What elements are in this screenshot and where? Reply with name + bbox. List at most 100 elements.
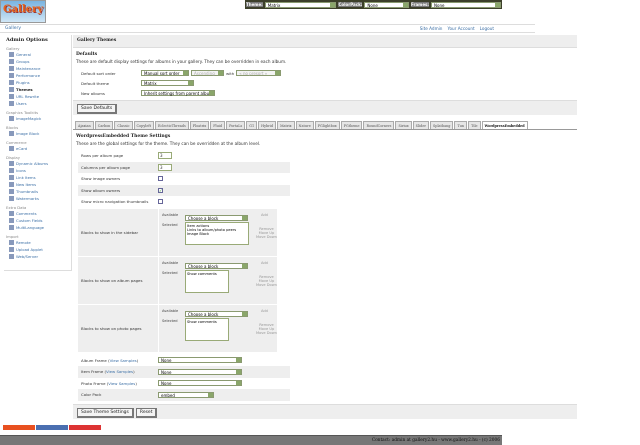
- selected-block-item[interactable]: Show comments: [187, 319, 217, 324]
- theme-switcher-bar: Theme: Matrix ColorPack: None Frames: No…: [245, 0, 502, 9]
- sidebar-item-url-rewrite[interactable]: URL Rewrite: [6, 93, 69, 100]
- breadcrumb[interactable]: Gallery: [0, 24, 535, 33]
- sidebar-available-select[interactable]: Choose a block: [185, 214, 248, 221]
- new-albums-select[interactable]: Inherit settings from parent album: [141, 90, 215, 96]
- move-up-button[interactable]: Move Up: [258, 230, 275, 235]
- sidebar-item-groups[interactable]: Groups: [6, 58, 69, 65]
- remove-block-button[interactable]: Remove: [259, 226, 274, 231]
- tab-hybrid[interactable]: Hybrid: [258, 121, 277, 129]
- tab-siriux[interactable]: Siriux: [395, 121, 412, 129]
- image-owners-checkbox[interactable]: [158, 176, 163, 182]
- selected-block-item[interactable]: Show comments: [187, 271, 217, 276]
- tab-ajaxian[interactable]: Ajaxian: [75, 121, 94, 129]
- sidebar-item-link-items[interactable]: Link Items: [6, 174, 69, 181]
- album-available-select[interactable]: Choose a block: [185, 262, 248, 269]
- frames-select[interactable]: None: [431, 1, 501, 8]
- sidebar-item-performance[interactable]: Performance: [6, 72, 69, 79]
- selected-block-item[interactable]: Image Block: [187, 231, 210, 236]
- item-frame-select[interactable]: None: [158, 368, 242, 375]
- tab-slider[interactable]: Slider: [412, 121, 429, 129]
- view-samples-link[interactable]: View Samples: [105, 369, 134, 375]
- your-account-link[interactable]: Your Account: [447, 26, 475, 31]
- sidebar-item-imagemagick[interactable]: ImageMagick: [6, 115, 69, 122]
- tab-nature[interactable]: Nature: [295, 121, 314, 129]
- photo-frame-select[interactable]: None: [158, 380, 242, 387]
- tab-eclecticthreads[interactable]: EclecticThreads: [154, 121, 189, 129]
- tab-fluid[interactable]: Fluid: [210, 121, 226, 129]
- add-block-button[interactable]: Add: [261, 308, 268, 313]
- photo-available-select[interactable]: Choose a block: [185, 310, 248, 317]
- tab-portals[interactable]: PortaLs: [226, 121, 246, 129]
- sidebar-item-maintenance[interactable]: Maintenance: [6, 65, 69, 72]
- sidebar-item-watermarks[interactable]: Watermarks: [6, 195, 69, 202]
- sidebar-item-thumbnails[interactable]: Thumbnails: [6, 188, 69, 195]
- tab-roundcorners[interactable]: RoundCorners: [363, 121, 395, 129]
- tab-pglightbox[interactable]: PGlightbox: [314, 121, 340, 129]
- move-down-button[interactable]: Move Down: [256, 330, 277, 335]
- move-down-button[interactable]: Move Down: [256, 234, 277, 239]
- save-defaults-button[interactable]: Save Defaults: [77, 104, 118, 114]
- sidebar-item-icons[interactable]: Icons: [6, 167, 69, 174]
- save-theme-settings-button[interactable]: Save Theme Settings: [77, 407, 134, 418]
- sidebar-item-image-block[interactable]: Image Block: [6, 130, 69, 137]
- tab-tile[interactable]: Tile: [468, 121, 481, 129]
- sidebar-item-upload-applet[interactable]: Upload Applet: [6, 246, 69, 253]
- sidebar-item-web-server[interactable]: Web/Server: [6, 253, 69, 260]
- selected-block-item[interactable]: Links to album/photo peers: [187, 227, 237, 232]
- sidebar-item-dynamic-albums[interactable]: Dynamic Albums: [6, 160, 69, 167]
- gallery-logo[interactable]: Gallery: [0, 0, 46, 23]
- move-up-button[interactable]: Move Up: [258, 278, 275, 283]
- columns-input[interactable]: 3: [158, 163, 172, 171]
- sidebar-item-comments[interactable]: Comments: [6, 210, 69, 217]
- tab-floatrix[interactable]: Floatrix: [189, 121, 210, 129]
- tab-classic[interactable]: Classic: [114, 121, 133, 129]
- tab-g1[interactable]: G1: [246, 121, 258, 129]
- reset-button[interactable]: Reset: [135, 407, 158, 418]
- add-block-button[interactable]: Add: [261, 260, 268, 265]
- tab-matrix[interactable]: Matrix: [277, 121, 295, 129]
- sidebar-item-users[interactable]: Users: [6, 100, 69, 107]
- default-theme-label: Default theme: [81, 80, 110, 86]
- site-admin-link[interactable]: Site Admin: [419, 26, 443, 31]
- sidebar-item-custom-fields[interactable]: Custom Fields: [6, 217, 69, 224]
- sort-order-select[interactable]: Manual sort order: [141, 70, 189, 76]
- colorpack-select[interactable]: None: [364, 1, 409, 8]
- sidebar-selected-list[interactable]: Item actions Links to album/photo peers Im…: [185, 221, 249, 245]
- add-block-button[interactable]: Add: [261, 212, 268, 217]
- selected-block-item[interactable]: Item actions: [187, 223, 210, 228]
- badge[interactable]: [69, 425, 101, 430]
- logout-link[interactable]: Logout: [479, 26, 494, 31]
- remove-block-button[interactable]: Remove: [259, 274, 274, 279]
- tab-carbon[interactable]: Carbon: [94, 121, 114, 129]
- sidebar-item-general[interactable]: General: [6, 51, 69, 58]
- default-theme-select[interactable]: Matrix: [141, 80, 194, 86]
- sidebar-item-multilanguage[interactable]: MultiLanguage: [6, 224, 69, 231]
- sidebar-item-plugins[interactable]: Plugins: [6, 79, 69, 86]
- defaults-heading: Defaults: [76, 52, 98, 57]
- move-up-button[interactable]: Move Up: [258, 326, 275, 331]
- sidebar-item-themes[interactable]: Themes: [6, 86, 69, 93]
- color-pack-select[interactable]: embed: [158, 391, 214, 398]
- view-samples-link[interactable]: View Samples: [109, 357, 137, 363]
- album-frame-select[interactable]: None: [158, 357, 242, 364]
- rows-input[interactable]: 3: [158, 152, 172, 160]
- view-samples-link[interactable]: View Samples: [108, 380, 136, 386]
- tab-tun[interactable]: Tun: [454, 121, 468, 129]
- badge[interactable]: [3, 425, 35, 430]
- sidebar-item-remote[interactable]: Remote: [6, 239, 69, 246]
- album-selected-list[interactable]: Show comments: [185, 269, 229, 293]
- theme-select[interactable]: Matrix: [264, 1, 337, 8]
- tab-wordpressembedded[interactable]: WordpressEmbedded: [481, 121, 528, 129]
- move-down-button[interactable]: Move Down: [256, 282, 277, 287]
- tab-splatbang[interactable]: Splatbang: [429, 121, 454, 129]
- remove-block-button[interactable]: Remove: [259, 322, 274, 327]
- micro-nav-checkbox[interactable]: [158, 199, 163, 205]
- sidebar-item-new-items[interactable]: New Items: [6, 181, 69, 188]
- badge[interactable]: [36, 425, 68, 430]
- photo-selected-list[interactable]: Show comments: [185, 317, 229, 341]
- tab-pgtheme[interactable]: PGtheme: [340, 121, 363, 129]
- sidebar-item-ecard[interactable]: eCard: [6, 145, 69, 152]
- tab-copyleft[interactable]: Copyleft: [133, 121, 154, 129]
- album-owners-checkbox[interactable]: ✓: [158, 187, 163, 193]
- sort-label: Default sort order: [81, 70, 116, 76]
